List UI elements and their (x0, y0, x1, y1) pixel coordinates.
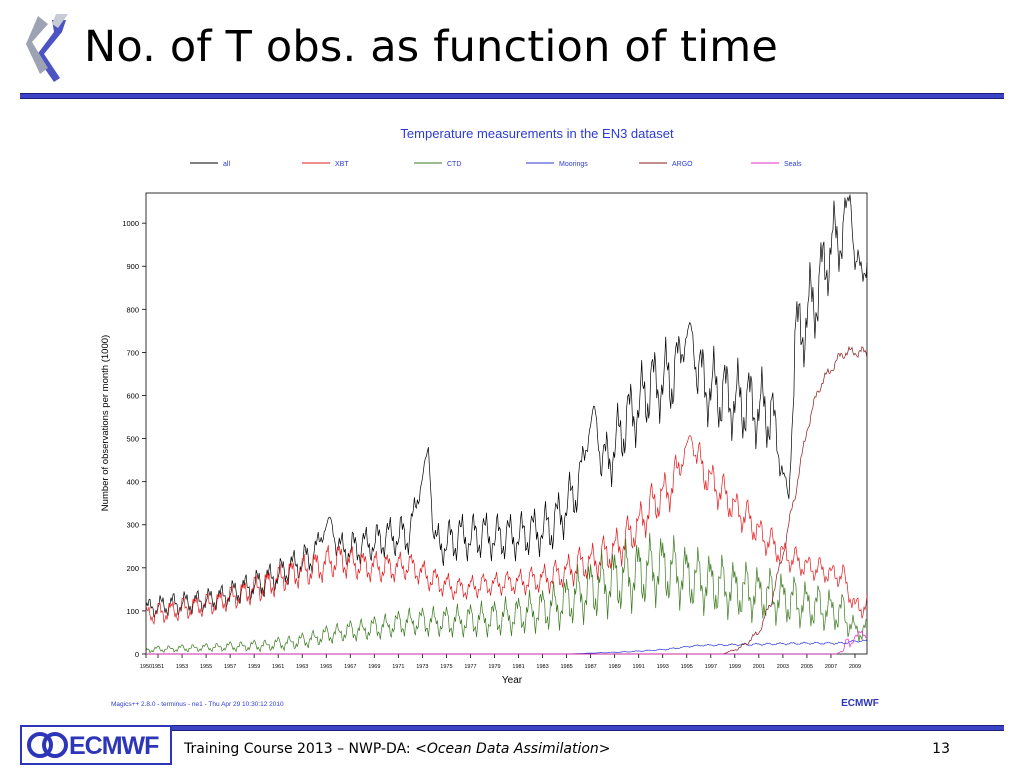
x-tick-label: 1975 (440, 664, 452, 670)
ecmwf-logo-icon: ECMWF (27, 732, 160, 760)
y-tick-label: 800 (126, 305, 139, 314)
series-line-all (145, 194, 868, 618)
title-rule (20, 93, 1004, 99)
x-tick-label: 1959 (248, 664, 260, 670)
y-tick-label: 600 (126, 391, 139, 400)
x-tick-label: 1985 (560, 664, 572, 670)
x-tick-label: 1997 (705, 664, 717, 670)
x-tick-label: 1999 (729, 664, 741, 670)
chart-title: Temperature measurements in the EN3 data… (400, 126, 674, 141)
chart-credit: Magics++ 2.8.0 - terminus - ne1 - Thu Ap… (111, 701, 284, 708)
series-line-xbt (145, 435, 868, 625)
y-tick-label: 300 (126, 521, 139, 530)
x-tick-label: 1995 (681, 664, 693, 670)
y-tick-label: 400 (126, 478, 139, 487)
y-tick-label: 1000 (122, 219, 139, 228)
legend-label-moorings: Moorings (559, 161, 588, 168)
x-tick-label: 1979 (488, 664, 500, 670)
x-tick-label: 1955 (200, 664, 212, 670)
series-line-moorings (146, 639, 868, 655)
y-tick-label: 500 (126, 435, 139, 444)
series-line-seals (146, 630, 868, 655)
y-tick-label: 200 (126, 564, 139, 573)
chart-series (145, 194, 868, 655)
legend-label-argo: ARGO (672, 161, 693, 168)
footer-course-text: Training Course 2013 – NWP-DA: <Ocean Da… (184, 741, 611, 757)
x-tick-label: 2009 (849, 664, 861, 670)
y-axis-label: Number of observations per month (1000) (100, 335, 111, 511)
x-tick-label: 1953 (176, 664, 188, 670)
x-tick-label: 1969 (368, 664, 380, 670)
legend-label-ctd: CTD (447, 161, 461, 168)
x-tick-label: 1993 (657, 664, 669, 670)
x-tick-label: 1967 (344, 664, 356, 670)
temperature-measurements-chart: Temperature measurements in the EN3 data… (100, 126, 879, 709)
page-number: 13 (932, 741, 950, 757)
footer-topic: Ocean Data Assimilation (426, 741, 599, 757)
legend-label-all: all (223, 161, 230, 168)
x-axis: 1950 1951 1953 1955 1957 1959 1961 1963 1965 1967… (140, 654, 861, 670)
legend-label-xbt: XBT (335, 161, 349, 168)
footer-logo-text: ECMWF (69, 732, 159, 760)
x-tick-label: 1981 (512, 664, 524, 670)
x-tick-label: 1983 (536, 664, 548, 670)
x-tick-label: 1989 (609, 664, 621, 670)
x-tick-label: 1987 (584, 664, 596, 670)
x-tick-label: 1991 (633, 664, 645, 670)
footer-suffix: > (598, 741, 611, 757)
footer-rule (20, 725, 1004, 731)
y-tick-label: 700 (126, 348, 139, 357)
x-tick-label: 1977 (464, 664, 476, 670)
x-tick-label: 2005 (801, 664, 813, 670)
x-tick-label: 1965 (320, 664, 332, 670)
x-tick-label: 2003 (777, 664, 789, 670)
plot-frame (145, 192, 868, 655)
footer-ecmwf-logo: ECMWF (20, 725, 172, 765)
y-tick-label: 900 (126, 262, 139, 271)
chart-legend: all XBT CTD Moorings ARGO Seals (190, 161, 802, 168)
series-line-ctd (145, 532, 868, 654)
ecmwf-watermark: ECMWF (841, 698, 879, 709)
ecmwf-swirl-logo (26, 14, 68, 82)
x-tick-label: 2007 (825, 664, 837, 670)
x-tick-label: 1971 (392, 664, 404, 670)
x-tick-label: 1950 (140, 664, 152, 670)
x-tick-label: 1973 (416, 664, 428, 670)
x-tick-label: 1957 (224, 664, 236, 670)
x-tick-label: 1961 (272, 664, 284, 670)
slide-title: No. of T obs. as function of time (84, 22, 779, 72)
x-tick-label: 1963 (296, 664, 308, 670)
y-tick-label: 0 (135, 650, 139, 659)
footer-prefix: Training Course 2013 – NWP-DA: < (184, 741, 427, 757)
x-tick-label: 2001 (753, 664, 765, 670)
x-axis-label: Year (502, 675, 523, 686)
y-tick-label: 100 (126, 607, 139, 616)
x-tick-label: 1951 (152, 664, 164, 670)
legend-label-seals: Seals (784, 161, 802, 168)
ecmwf-watermark-text: ECMWF (841, 698, 879, 709)
y-axis: 0 100 200 300 400 500 600 700 800 900 1000 (122, 219, 146, 659)
